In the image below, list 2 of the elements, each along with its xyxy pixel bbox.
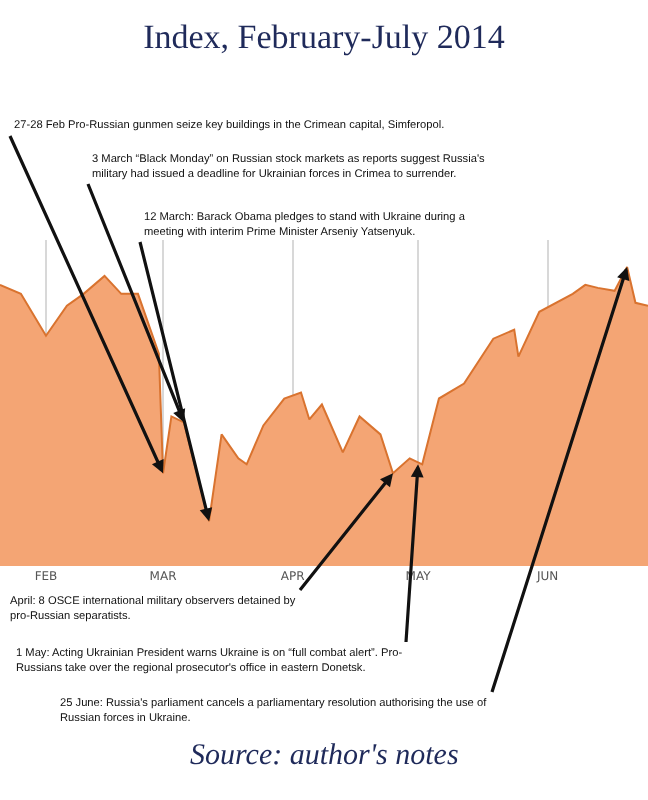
source-note: Source: author's notes (190, 740, 459, 772)
chart-title: Index, February-July 2014 (143, 17, 506, 56)
